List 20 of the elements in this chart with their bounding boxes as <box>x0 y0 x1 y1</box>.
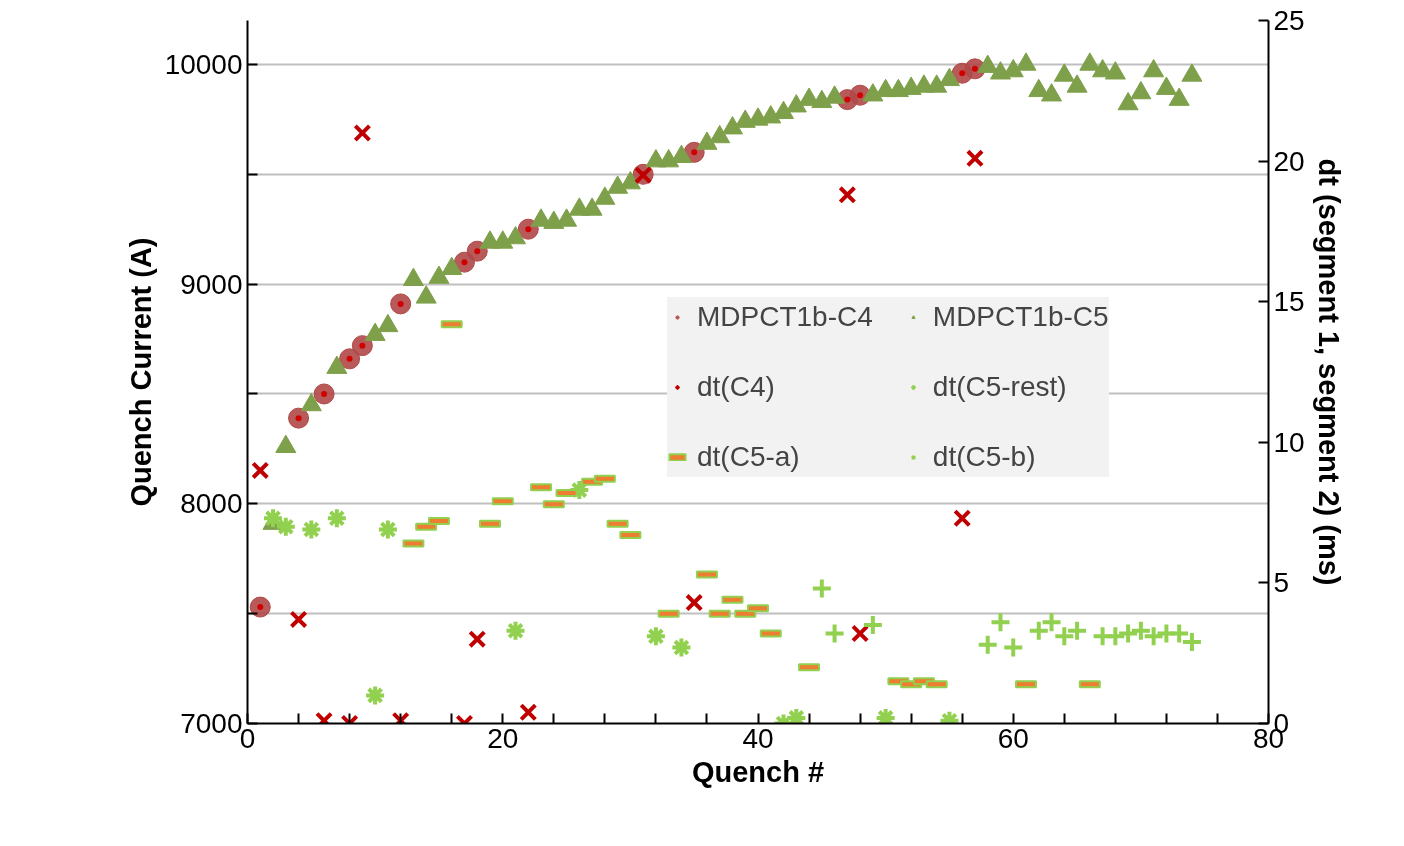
legend-label: MDPCT1b-C4 <box>697 300 873 334</box>
x-axis-title: Quench # <box>691 755 825 788</box>
legend-label: dt(C5-b) <box>932 440 1036 474</box>
x-tick-label: 20 <box>487 722 519 754</box>
y2-tick-label: 10 <box>1273 426 1305 458</box>
legend-label: dt(C5-rest) <box>932 370 1067 404</box>
y-tick-label: 8000 <box>180 488 243 520</box>
legend-label: dt(C4) <box>697 370 775 404</box>
y-axis-title: Quench Current (A) <box>124 237 157 507</box>
x-tick-label: 40 <box>742 722 774 754</box>
legend-label: MDPCT1b-C5 <box>932 300 1109 334</box>
y2-tick-label: 15 <box>1273 286 1305 318</box>
x-tick-label: 60 <box>997 722 1029 754</box>
y2-axis-title: dt (segment 1, segment 2) (ms) <box>1312 158 1345 586</box>
y2-tick-label: 20 <box>1273 145 1305 177</box>
legend-label: dt(C5-a) <box>697 440 800 474</box>
y-tick-label: 9000 <box>180 268 243 300</box>
y2-tick-label: 5 <box>1273 567 1290 599</box>
y2-tick-label: 25 <box>1273 5 1305 36</box>
y-tick-label: 10000 <box>164 48 243 80</box>
